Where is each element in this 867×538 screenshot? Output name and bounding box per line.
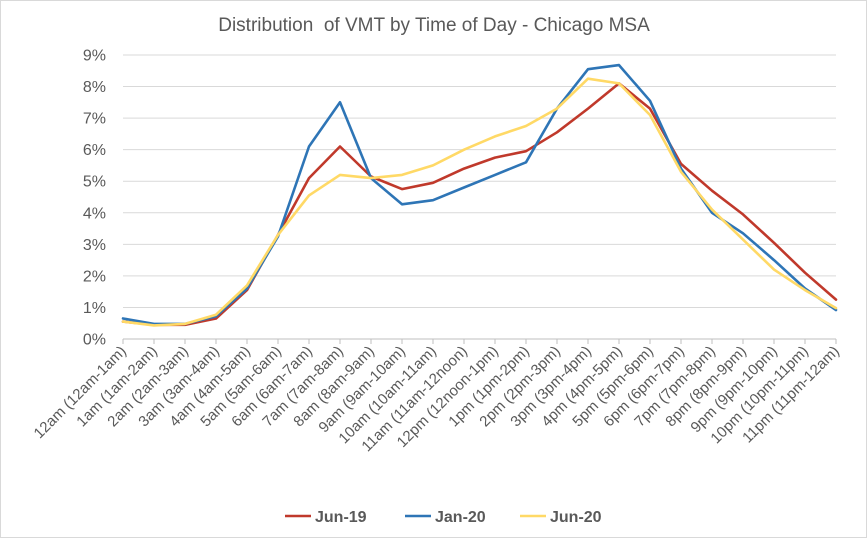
y-tick-label: 5%	[83, 174, 106, 191]
gridlines	[123, 54, 836, 340]
y-tick-label: 3%	[83, 237, 106, 254]
y-tick-label: 7%	[83, 111, 106, 128]
legend-label: Jan-20	[435, 509, 486, 526]
y-tick-label: 6%	[83, 142, 106, 159]
series-lines	[121, 63, 838, 327]
chart-title: Distribution of VMT by Time of Day - Chi…	[218, 15, 650, 36]
y-tick-label: 2%	[83, 268, 106, 285]
y-tick-label: 9%	[83, 48, 106, 65]
y-tick-label: 1%	[83, 300, 106, 317]
legend-label: Jun-20	[550, 509, 602, 526]
y-axis-ticks: 0% 1% 2% 3% 4% 5% 6% 7% 8% 9%	[83, 48, 106, 349]
y-tick-label: 4%	[83, 205, 106, 222]
y-tick-label: 0%	[83, 332, 106, 349]
series-line-jan-20	[121, 63, 838, 326]
legend-label: Jun-19	[315, 509, 367, 526]
y-tick-label: 8%	[83, 79, 106, 96]
series-line-jun-20	[121, 77, 838, 327]
legend: Jun-19 Jan-20 Jun-20	[285, 509, 602, 526]
x-axis-ticks: 12am (12am-1am)1am (1am-2am)2am (2am-3am…	[31, 339, 843, 455]
series-line-jun-19	[121, 82, 838, 327]
